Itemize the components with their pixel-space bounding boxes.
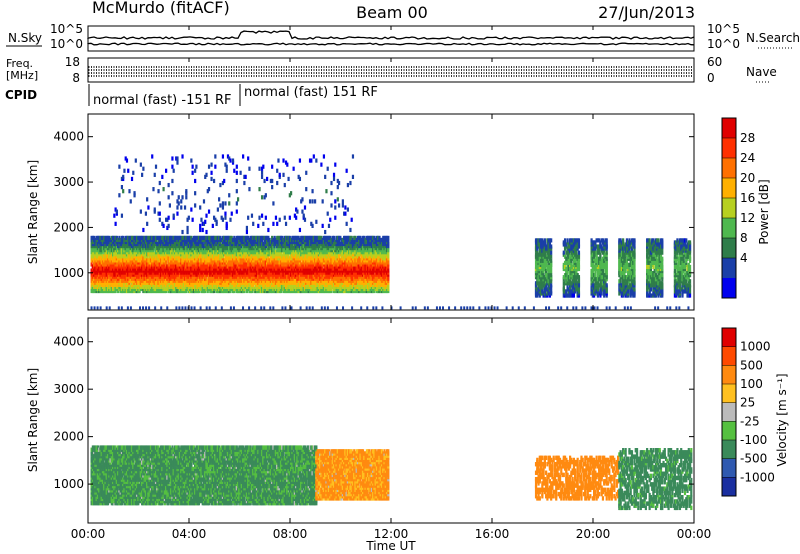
power-heatmap: [91, 154, 692, 309]
beam-title: Beam 00: [356, 3, 428, 22]
freq-texture: [89, 66, 692, 78]
station-title: McMurdo (fitACF): [92, 0, 230, 17]
cpid-segment-2: normal (fast) 151 RF: [244, 85, 378, 100]
cpid-segment-1: normal (fast) -151 RF: [93, 93, 232, 108]
freq-right-tick-top: 60: [707, 55, 722, 69]
noise-right-label: N.Search: [746, 31, 800, 45]
nave-label: Nave: [746, 65, 777, 79]
noise-traces: [88, 31, 694, 45]
noise-left-tick-bottom: 10^0: [50, 37, 83, 51]
freq-left-tick-top: 18: [65, 55, 80, 69]
freq-left-label-2: [MHz]: [6, 69, 38, 82]
date-title: 27/Jun/2013: [598, 3, 695, 22]
freq-left-tick-bottom: 8: [72, 71, 80, 85]
freq-right-tick-bottom: 0: [707, 71, 715, 85]
noise-search-trace: [88, 43, 694, 45]
noise-right-tick-bottom: 10^0: [707, 37, 740, 51]
noise-right-tick-top: 10^5: [707, 22, 740, 36]
cpid-label: CPID: [5, 88, 37, 102]
radar-summary-plot: McMurdo (fitACF) Beam 00 27/Jun/2013 N.S…: [0, 0, 800, 554]
noise-sky-trace: [88, 31, 694, 39]
noise-left-tick-top: 10^5: [50, 22, 83, 36]
noise-left-label: N.Sky: [8, 31, 42, 45]
